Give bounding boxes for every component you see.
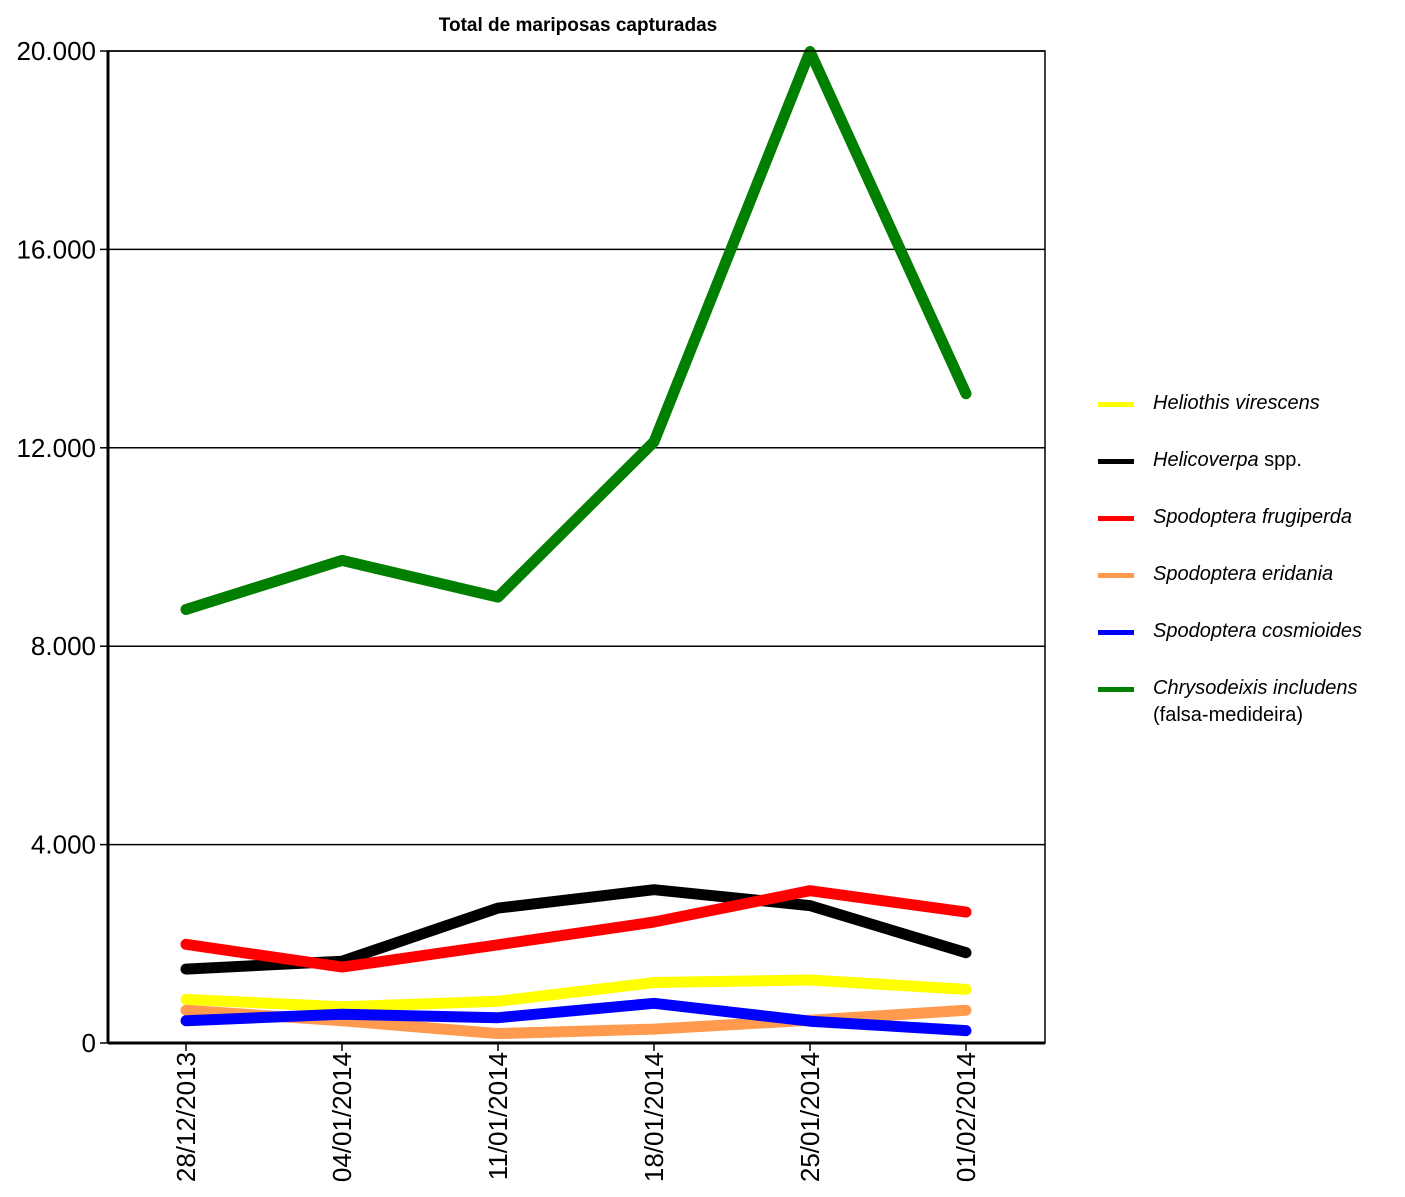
x-tick-label: 25/01/2014 bbox=[795, 1052, 825, 1182]
legend-swatch bbox=[1098, 573, 1134, 578]
axes bbox=[100, 50, 1046, 1045]
series-line bbox=[180, 885, 972, 973]
legend-label: Spodoptera cosmioides bbox=[1153, 618, 1362, 645]
series-line bbox=[180, 46, 972, 615]
legend-swatch bbox=[1098, 402, 1134, 407]
legend-label-species: Spodoptera frugiperda bbox=[1153, 506, 1353, 528]
legend-label-suffix: spp. bbox=[1258, 449, 1302, 471]
y-tick-label: 0 bbox=[82, 1028, 96, 1058]
legend-label: Heliothis virescens bbox=[1153, 390, 1320, 417]
series-line bbox=[180, 974, 972, 1013]
x-tick-label: 01/02/2014 bbox=[951, 1052, 981, 1182]
x-tick-label: 28/12/2013 bbox=[171, 1052, 201, 1182]
legend-label: Spodoptera eridania bbox=[1153, 561, 1333, 588]
series-line bbox=[180, 997, 972, 1037]
legend-item: Spodoptera frugiperda bbox=[1098, 500, 1398, 557]
legend-item: Helicoverpa spp. bbox=[1098, 443, 1398, 500]
legend-item: Spodoptera eridania bbox=[1098, 557, 1398, 614]
legend-label: Spodoptera frugiperda bbox=[1153, 504, 1352, 531]
y-tick-label: 20.000 bbox=[16, 36, 96, 66]
y-axis-tick-labels: 0 4.000 8.000 12.000 16.000 20.000 bbox=[16, 36, 96, 1058]
legend-label-species: Helicoverpa bbox=[1153, 449, 1259, 471]
legend-item: Heliothis virescens bbox=[1098, 386, 1398, 443]
legend-label-common-name: (falsa-medideira) bbox=[1153, 704, 1304, 726]
x-axis-tick-labels: 28/12/2013 04/01/2014 11/01/2014 18/01/2014… bbox=[171, 1043, 981, 1182]
legend-label-species: Spodoptera cosmioides bbox=[1153, 620, 1363, 642]
legend-swatch bbox=[1098, 516, 1134, 521]
y-tick-label: 4.000 bbox=[31, 830, 96, 860]
legend-item: Chrysodeixis includens (falsa-medideira) bbox=[1098, 671, 1398, 728]
y-tick-label: 12.000 bbox=[16, 433, 96, 463]
legend-label: Chrysodeixis includens (falsa-medideira) bbox=[1153, 675, 1358, 729]
legend-label-species: Spodoptera eridania bbox=[1153, 563, 1334, 585]
legend: Heliothis virescens Helicoverpa spp. Spodo… bbox=[1098, 386, 1398, 728]
gridlines bbox=[108, 50, 1045, 846]
legend-swatch bbox=[1098, 459, 1134, 464]
legend-swatch bbox=[1098, 630, 1134, 635]
legend-item: Spodoptera cosmioides bbox=[1098, 614, 1398, 671]
legend-swatch bbox=[1098, 687, 1134, 692]
x-tick-label: 18/01/2014 bbox=[639, 1052, 669, 1182]
legend-label-species: Heliothis virescens bbox=[1153, 392, 1320, 414]
x-tick-label: 04/01/2014 bbox=[327, 1052, 357, 1182]
y-tick-label: 16.000 bbox=[16, 234, 96, 264]
legend-label-species: Chrysodeixis includens bbox=[1153, 677, 1358, 699]
series-lines bbox=[180, 46, 972, 1040]
x-tick-label: 11/01/2014 bbox=[483, 1052, 513, 1180]
legend-label: Helicoverpa spp. bbox=[1153, 447, 1302, 474]
y-tick-label: 8.000 bbox=[31, 631, 96, 661]
chart-title: Total de mariposas capturadas bbox=[439, 15, 717, 36]
